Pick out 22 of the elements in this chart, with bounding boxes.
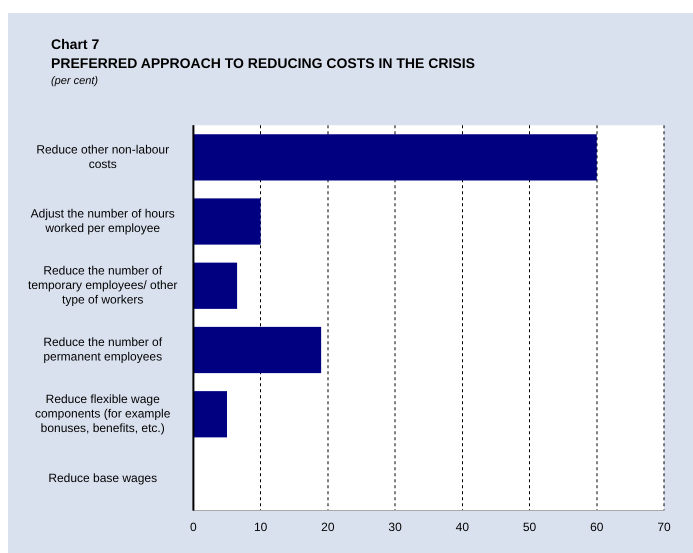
chart-subtitle: PREFERRED APPROACH TO REDUCING COSTS IN THE CRISIS (51, 55, 475, 71)
bar (194, 198, 261, 245)
x-tick-label: 10 (254, 520, 268, 534)
x-tick-label: 60 (590, 520, 604, 534)
text: Chart 7 (51, 36, 100, 52)
y-tick-label: Reduce base wages (48, 470, 158, 485)
y-tick-label: Reduce flexible wage components (for example bonuses, benefits, etc.) (35, 392, 171, 435)
bar (194, 262, 238, 309)
y-tick-label: Reduce other non-labour costs (36, 142, 170, 171)
bar (194, 391, 228, 438)
x-tick-label: 30 (388, 520, 402, 534)
y-tick-label: Reduce the number of permanent employees (43, 335, 163, 364)
x-tick-label: 20 (321, 520, 335, 534)
x-tick-label: 0 (190, 520, 198, 534)
bar (194, 326, 322, 374)
y-tick-label: Adjust the number of hours worked per employee (30, 206, 175, 236)
bar (194, 134, 597, 180)
y-tick-label: Reduce the number of temporary employees/ other type of workers (28, 264, 178, 306)
x-tick-label: 50 (522, 520, 537, 534)
y-axis-title: (per cent) (51, 75, 98, 87)
x-tick-label: 40 (456, 520, 470, 534)
x-tick-label: 70 (657, 520, 671, 534)
